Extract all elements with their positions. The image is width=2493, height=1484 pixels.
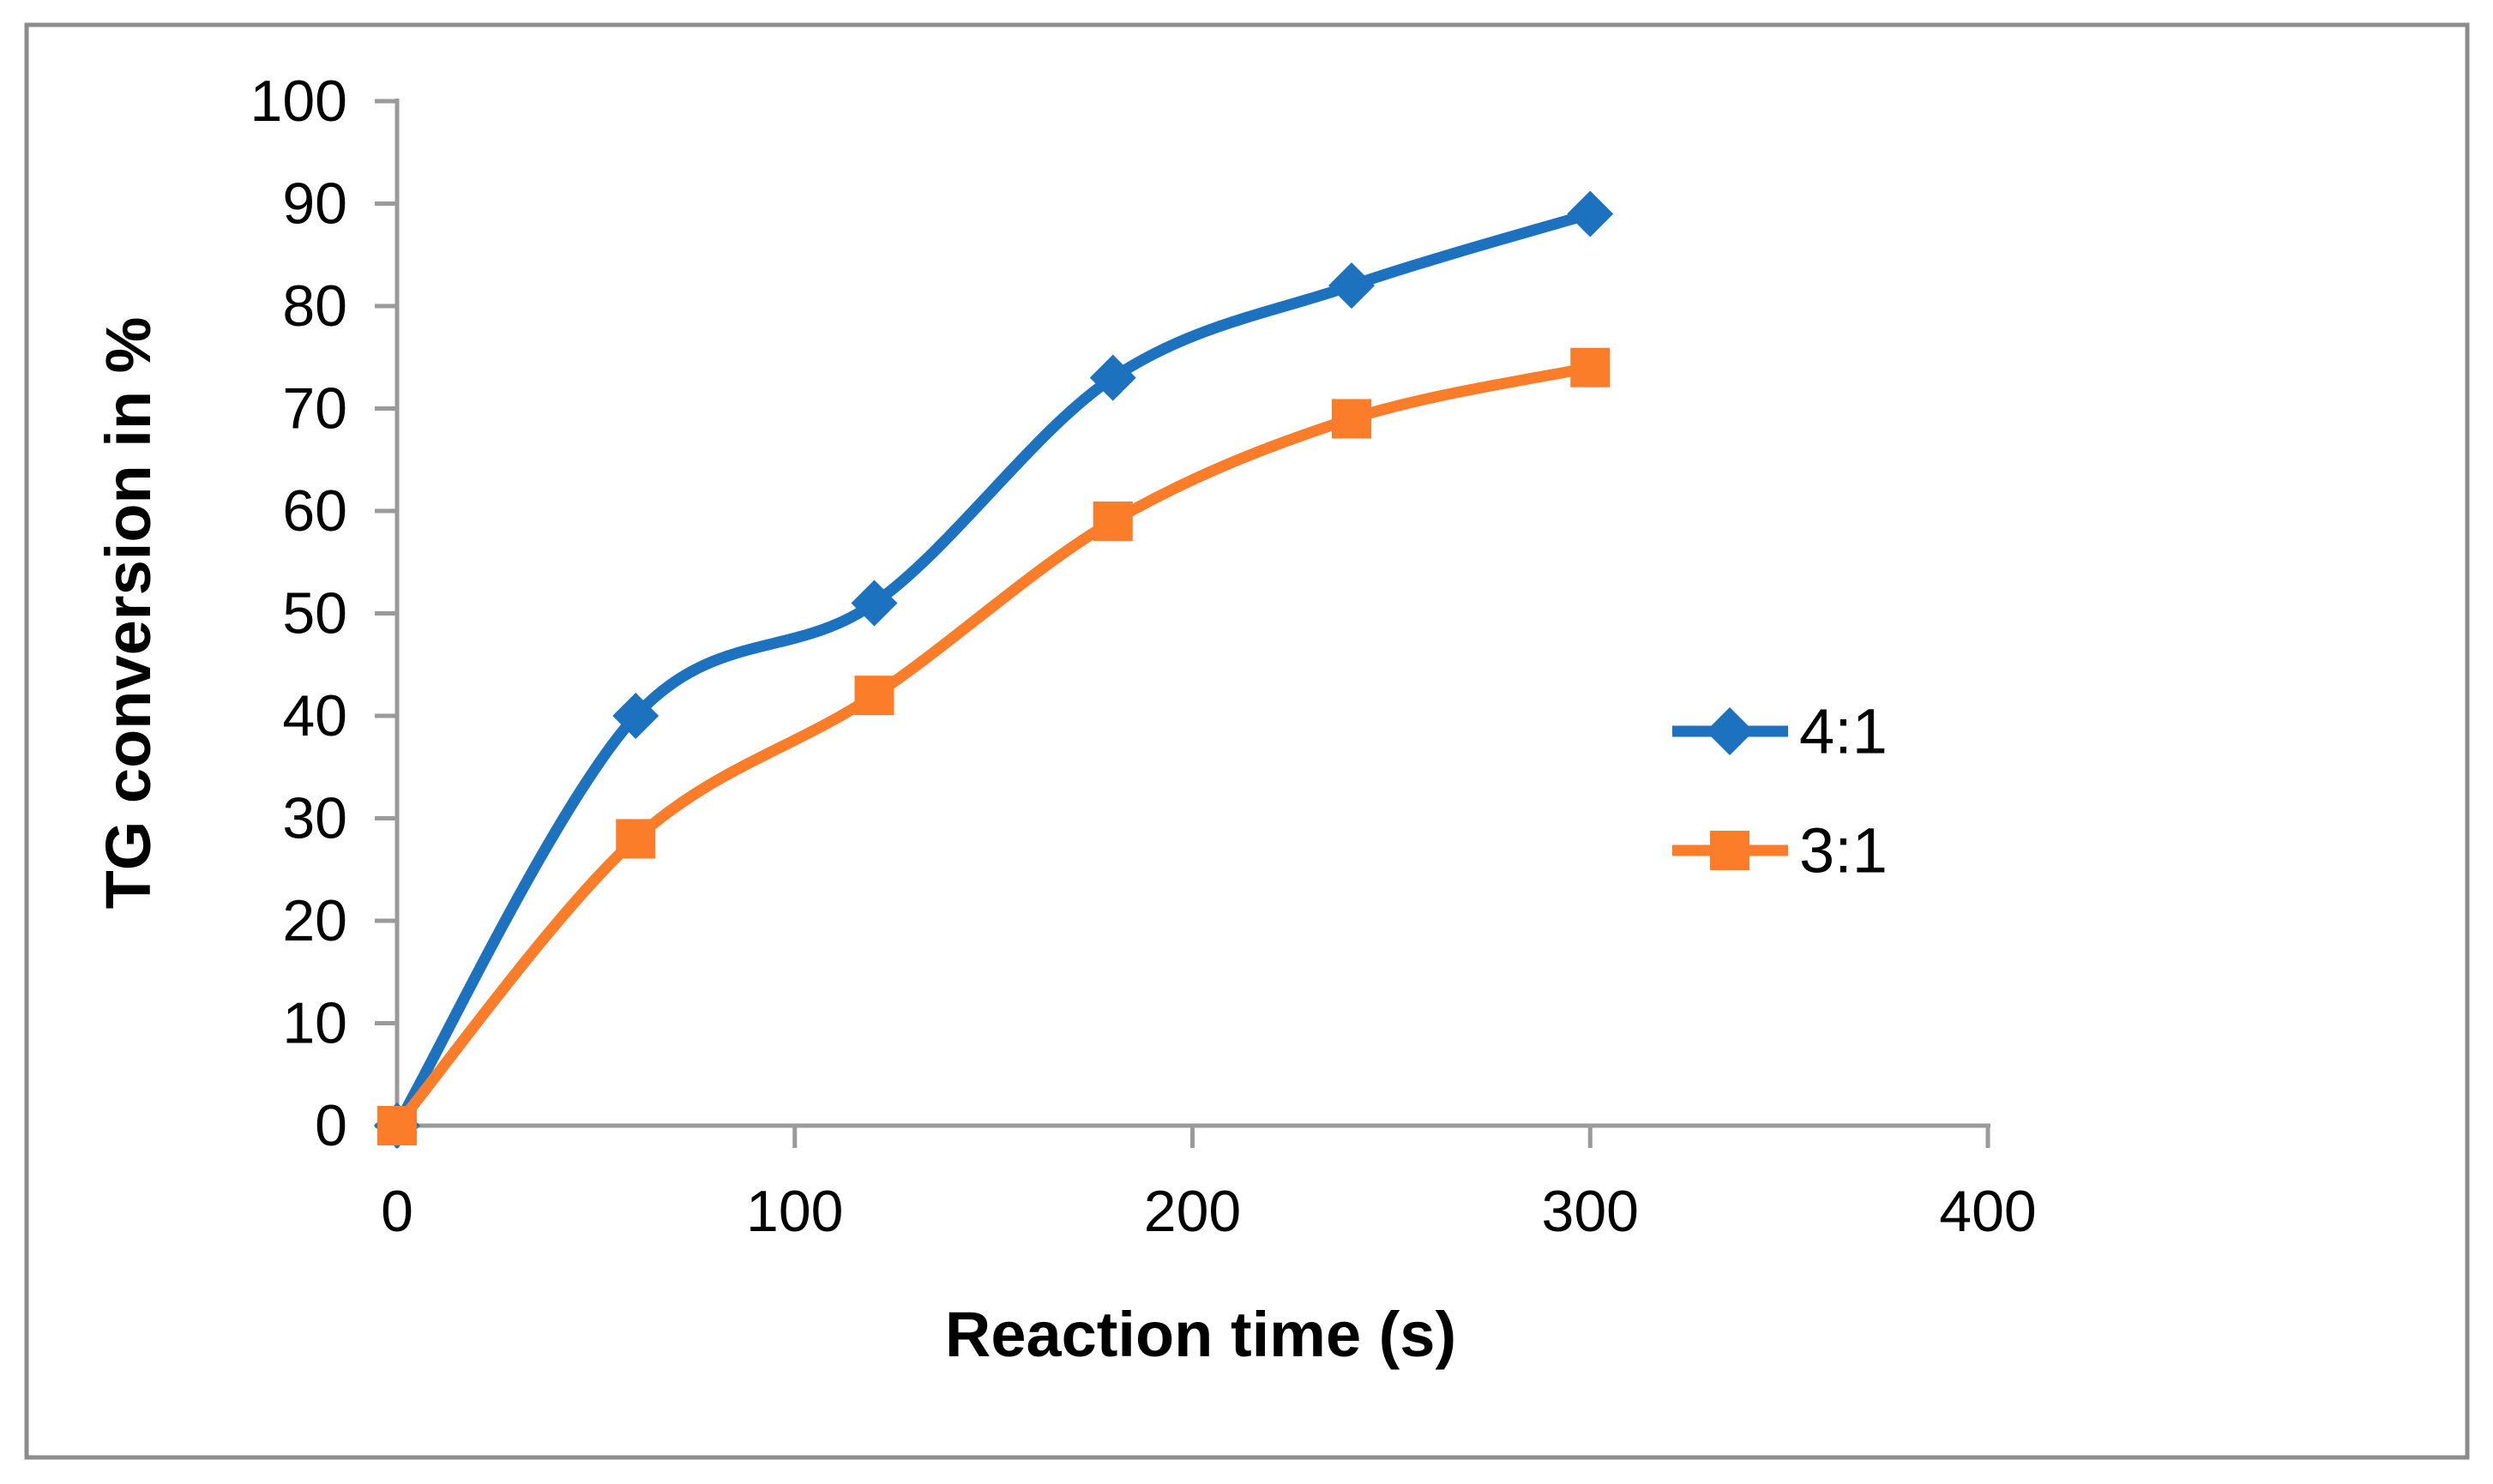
x-tick-label: 300	[1542, 1179, 1639, 1244]
y-tick-label: 80	[282, 273, 347, 339]
y-tick-label: 50	[282, 581, 347, 646]
series-plot	[374, 190, 1614, 1149]
data-point-square-3:1	[616, 819, 656, 859]
data-point-diamond-4:1	[1567, 190, 1614, 237]
data-point-square-3:1	[854, 676, 894, 716]
y-tick-label: 100	[250, 69, 347, 134]
y-tick-label: 90	[282, 171, 347, 237]
series-line-4:1	[391, 207, 1596, 1132]
data-point-diamond-4:1	[851, 580, 898, 627]
y-tick-label: 0	[315, 1093, 347, 1158]
y-tick-label: 30	[282, 786, 347, 851]
legend-square-icon	[1710, 831, 1749, 870]
legend: 4:1 3:1	[1672, 696, 1888, 886]
data-point-diamond-4:1	[1089, 354, 1136, 401]
data-point-square-3:1	[377, 1106, 417, 1145]
legend-label-4-1: 4:1	[1799, 696, 1888, 767]
data-point-diamond-4:1	[1328, 262, 1375, 309]
y-tick-label: 60	[282, 478, 347, 544]
y-tick-label: 40	[282, 683, 347, 748]
data-point-diamond-4:1	[612, 693, 659, 739]
axes: 0 100 200 300 400 0 10 20 30 40 50 60 70 80 90 100	[250, 69, 2037, 1244]
y-tick-label: 70	[282, 376, 347, 442]
legend-diamond-icon	[1706, 707, 1754, 755]
legend-item-3-1: 3:1	[1672, 815, 1888, 886]
data-point-square-3:1	[1570, 347, 1611, 388]
y-tick-label: 20	[282, 888, 347, 953]
y-axis-title: TG conversion in %	[93, 317, 164, 910]
x-tick-label: 400	[1939, 1179, 2036, 1244]
y-tick-label: 10	[282, 991, 347, 1056]
x-tick-label: 200	[1144, 1179, 1241, 1244]
x-tick-label: 0	[381, 1179, 413, 1244]
figure-border	[24, 22, 2470, 1460]
x-tick-label: 100	[746, 1179, 843, 1244]
legend-item-4-1: 4:1	[1672, 696, 1888, 767]
x-axis-title: Reaction time (s)	[945, 1299, 1456, 1370]
legend-label-3-1: 3:1	[1799, 815, 1888, 886]
data-point-square-3:1	[1093, 501, 1133, 541]
data-point-square-3:1	[1332, 399, 1371, 439]
